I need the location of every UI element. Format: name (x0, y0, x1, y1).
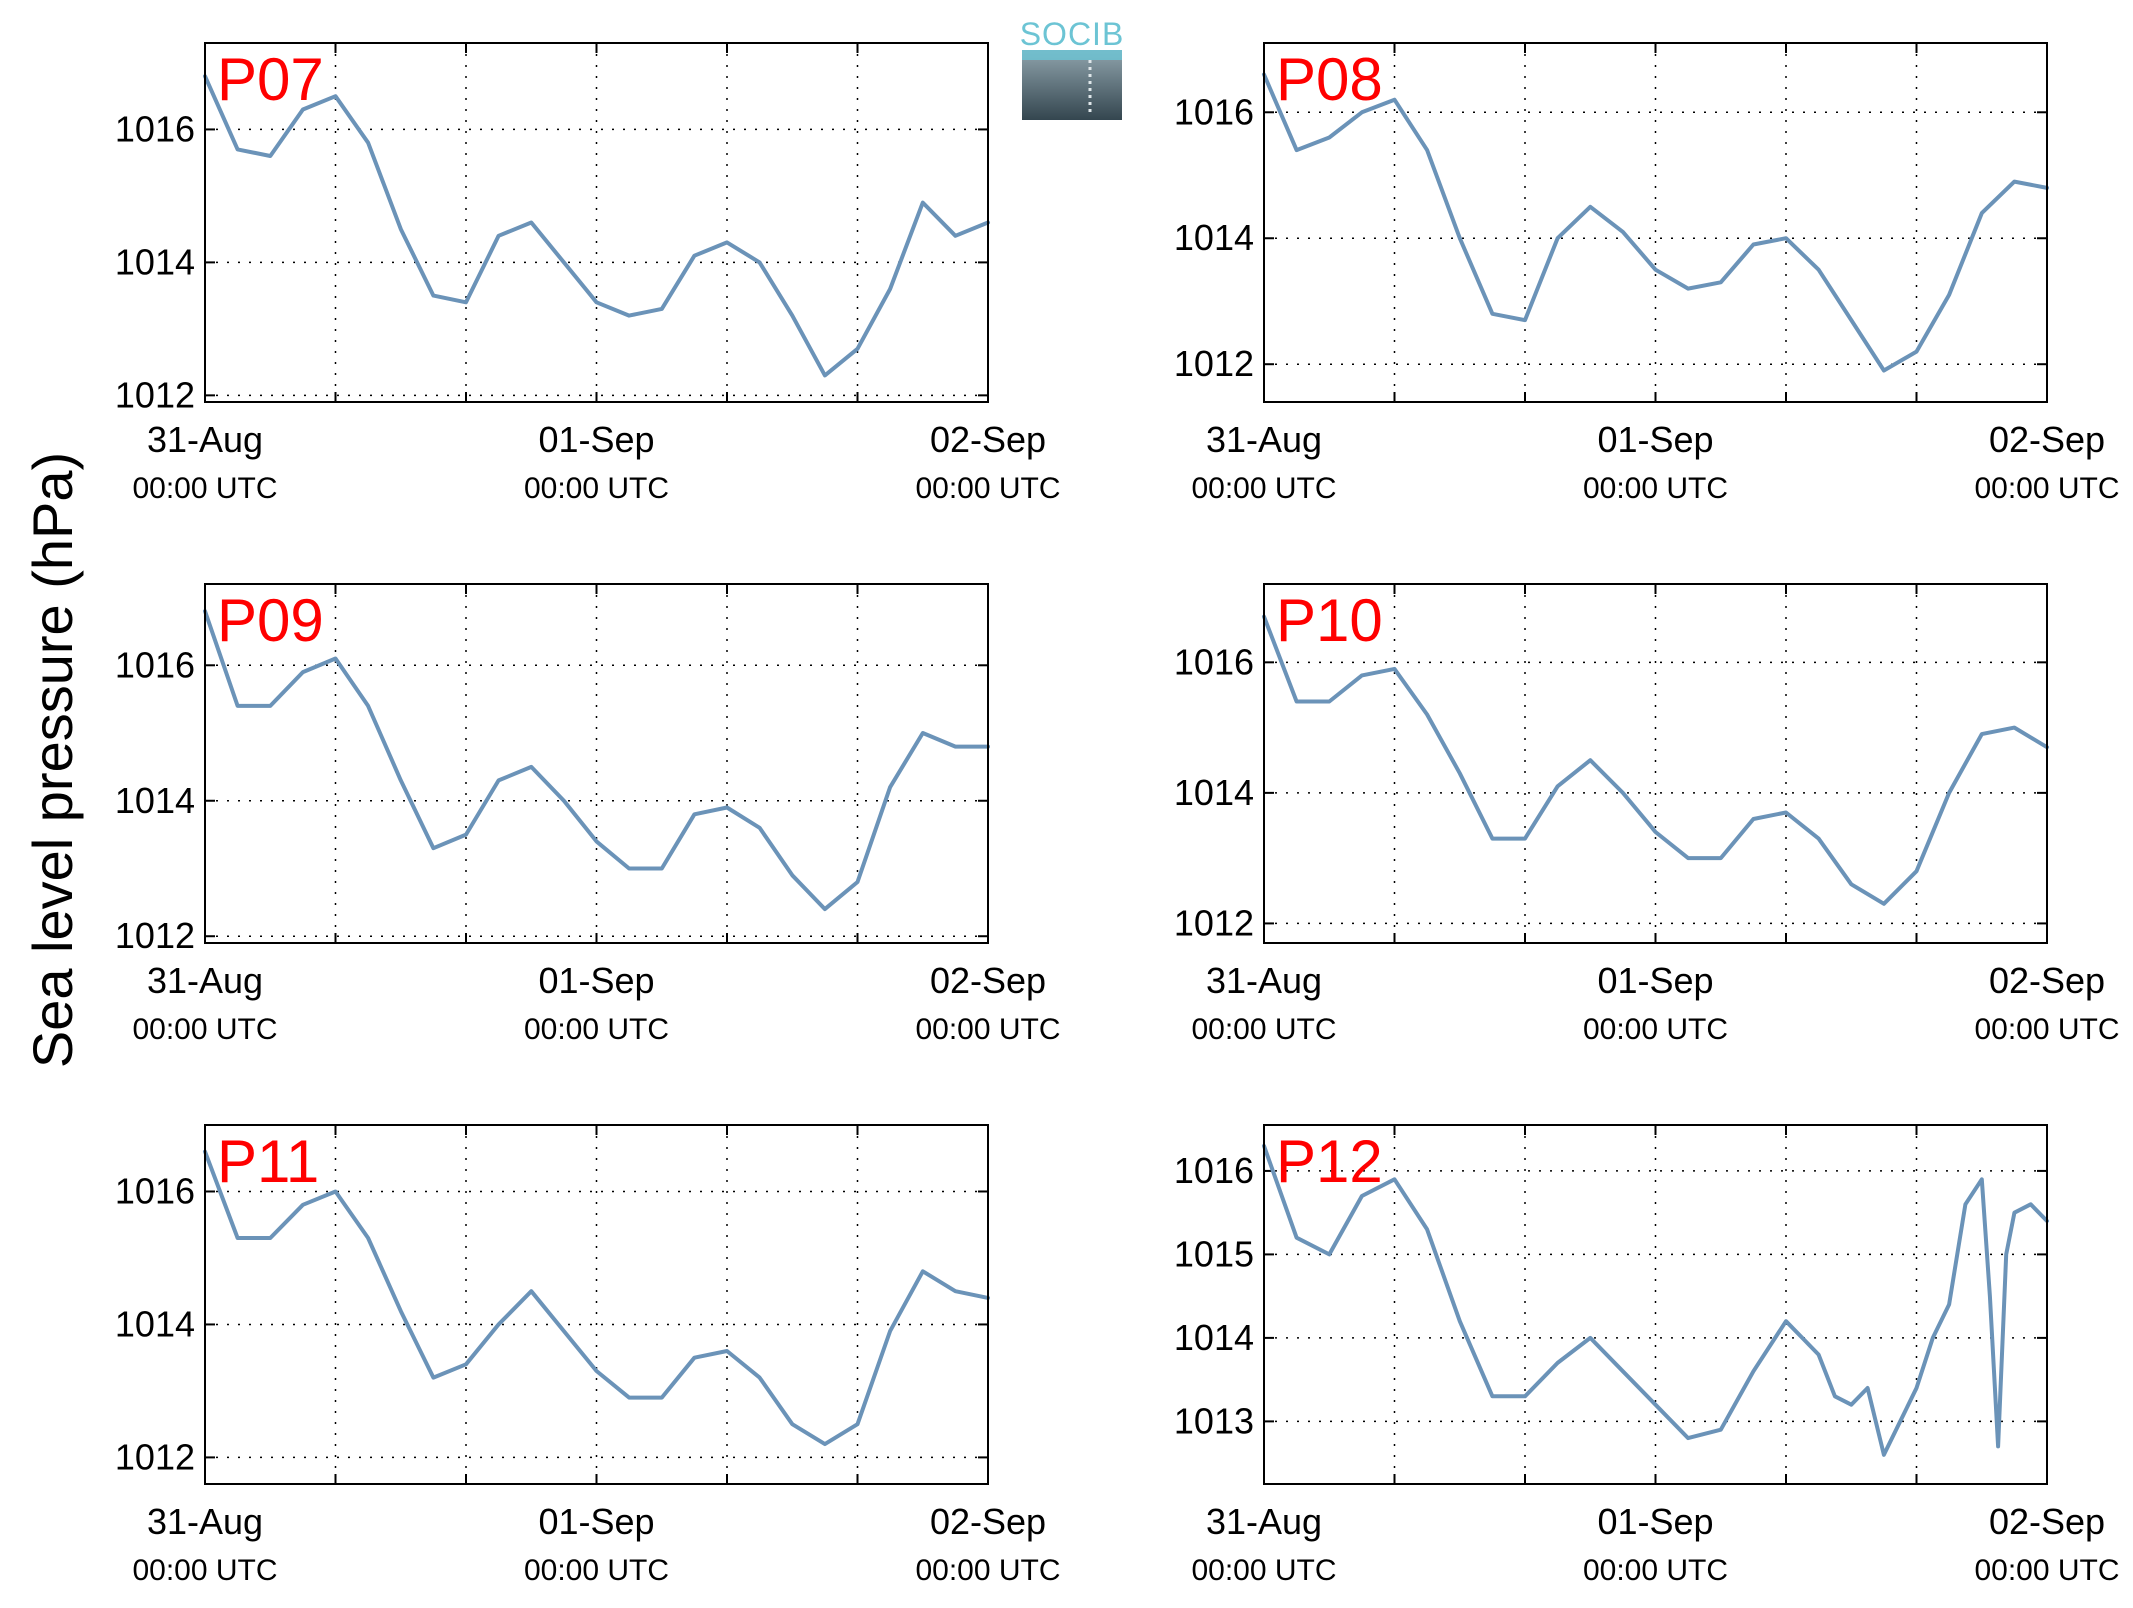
x-tick-label-time: 00:00 UTC (1191, 472, 1336, 505)
x-tick-label-date: 02-Sep (930, 419, 1046, 460)
x-tick-label-date: 31-Aug (1206, 419, 1322, 460)
panel-title: P11 (217, 1128, 319, 1195)
x-tick-label-time: 00:00 UTC (132, 1013, 277, 1046)
panel-title: P12 (1276, 1128, 1383, 1195)
y-tick-label: 1016 (115, 108, 195, 149)
x-tick-label-date: 31-Aug (1206, 960, 1322, 1001)
panel-title: P07 (217, 46, 324, 113)
x-tick-label-date: 02-Sep (1989, 419, 2105, 460)
axes-frame (1263, 583, 2048, 944)
y-tick-label: 1016 (115, 644, 195, 685)
plot-area (1264, 1125, 2047, 1484)
panel-p09: 1012 1014 1016 31-Aug 00:00 UTC 01-Sep 00:00 U… (115, 583, 1061, 1046)
x-tick-label-date: 31-Aug (147, 1501, 263, 1542)
panel-p07: 1012 1014 1016 31-Aug 00:00 UTC 01-Sep 00:00 U… (115, 42, 1061, 505)
x-tick-label-date: 02-Sep (930, 960, 1046, 1001)
panels: 1012 1014 1016 31-Aug 00:00 UTC 01-Sep 00:00 U… (115, 42, 2120, 1587)
x-tick-label-time: 00:00 UTC (524, 1013, 669, 1046)
x-tick-label-time: 00:00 UTC (1191, 1013, 1336, 1046)
x-tick-label-time: 00:00 UTC (524, 1554, 669, 1587)
axes-frame (204, 583, 989, 944)
x-tick-label-time: 00:00 UTC (915, 1013, 1060, 1046)
y-tick-label: 1012 (1174, 343, 1254, 384)
logo-banner (1022, 50, 1122, 120)
x-tick-label-date: 01-Sep (1597, 419, 1713, 460)
y-tick-label: 1014 (1174, 217, 1254, 258)
series-line (1262, 72, 2049, 373)
y-tick-label: 1012 (115, 374, 195, 415)
x-tick-label-time: 00:00 UTC (1974, 1554, 2119, 1587)
plot-area (205, 1125, 988, 1484)
x-tick-label-time: 00:00 UTC (1191, 1554, 1336, 1587)
x-tick-label-time: 00:00 UTC (1583, 1554, 1728, 1587)
panel-p10: 1012 1014 1016 31-Aug 00:00 UTC 01-Sep 00:00 U… (1174, 583, 2120, 1046)
series-line (203, 74, 990, 378)
y-tick-label: 1014 (1174, 772, 1254, 813)
x-tick-label-date: 01-Sep (538, 1501, 654, 1542)
x-tick-label-date: 01-Sep (538, 419, 654, 460)
panel-p12: 1013 1014 1015 1016 31-Aug 00:00 UTC 01-Sep 00:… (1174, 1124, 2120, 1587)
y-tick-label: 1016 (1174, 91, 1254, 132)
panel-title: P09 (217, 587, 324, 654)
x-tick-label-date: 01-Sep (538, 960, 654, 1001)
series-line (1262, 614, 2049, 906)
y-tick-label: 1015 (1174, 1233, 1254, 1274)
y-tick-label: 1013 (1174, 1400, 1254, 1441)
y-tick-label: 1014 (1174, 1317, 1254, 1358)
panel-p08: 1012 1014 1016 31-Aug 00:00 UTC 01-Sep 00:00 U… (1174, 42, 2120, 505)
axes-frame (1263, 42, 2048, 403)
series-line (203, 609, 990, 912)
axes-frame (204, 42, 989, 403)
plot-area (1264, 584, 2047, 943)
y-tick-label: 1016 (1174, 1150, 1254, 1191)
y-tick-label: 1016 (1174, 641, 1254, 682)
plot-area (205, 43, 988, 402)
y-tick-label: 1014 (115, 241, 195, 282)
y-tick-label: 1012 (1174, 902, 1254, 943)
x-tick-label-date: 01-Sep (1597, 1501, 1713, 1542)
logo-text: SOCIB (1020, 16, 1125, 52)
logo-wave (1022, 50, 1122, 60)
y-tick-label: 1014 (115, 1303, 195, 1344)
x-tick-label-date: 01-Sep (1597, 960, 1713, 1001)
panel-p11: 1012 1014 1016 31-Aug 00:00 UTC 01-Sep 00:00 U… (115, 1124, 1061, 1587)
x-tick-label-time: 00:00 UTC (1974, 472, 2119, 505)
x-tick-label-time: 00:00 UTC (132, 472, 277, 505)
y-axis-label: Sea level pressure (hPa) (21, 452, 84, 1068)
x-tick-label-time: 00:00 UTC (1974, 1013, 2119, 1046)
y-tick-label: 1016 (115, 1170, 195, 1211)
x-tick-label-time: 00:00 UTC (915, 1554, 1060, 1587)
panel-title: P10 (1276, 587, 1383, 654)
y-tick-label: 1012 (115, 1436, 195, 1477)
x-tick-label-date: 02-Sep (1989, 1501, 2105, 1542)
series-line (203, 1149, 990, 1447)
socib-logo: SOCIB (1020, 16, 1125, 120)
x-tick-label-date: 31-Aug (1206, 1501, 1322, 1542)
x-tick-label-time: 00:00 UTC (524, 472, 669, 505)
x-tick-label-time: 00:00 UTC (1583, 472, 1728, 505)
x-tick-label-date: 02-Sep (930, 1501, 1046, 1542)
y-tick-label: 1014 (115, 780, 195, 821)
axes-frame (1263, 1124, 2048, 1485)
y-tick-label: 1012 (115, 915, 195, 956)
series-line (1262, 1143, 2049, 1457)
x-tick-label-time: 00:00 UTC (915, 472, 1060, 505)
axes-frame (204, 1124, 989, 1485)
panel-title: P08 (1276, 46, 1383, 113)
x-tick-label-date: 31-Aug (147, 960, 263, 1001)
x-tick-label-date: 31-Aug (147, 419, 263, 460)
x-tick-label-date: 02-Sep (1989, 960, 2105, 1001)
x-tick-label-time: 00:00 UTC (132, 1554, 277, 1587)
x-tick-label-time: 00:00 UTC (1583, 1013, 1728, 1046)
